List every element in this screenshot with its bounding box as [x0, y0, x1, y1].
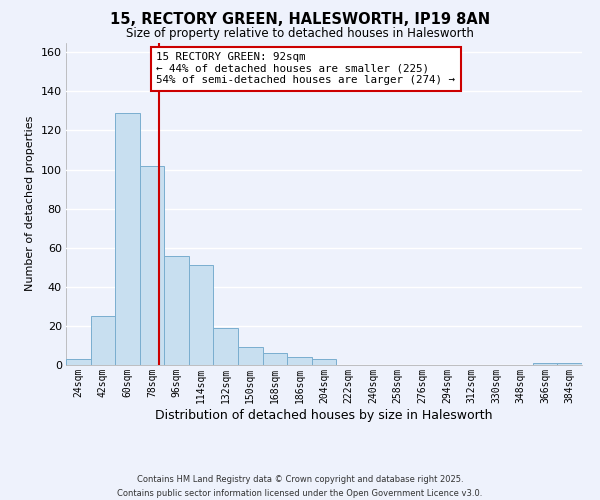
Text: Contains HM Land Registry data © Crown copyright and database right 2025.
Contai: Contains HM Land Registry data © Crown c… — [118, 476, 482, 498]
Bar — [189, 266, 214, 365]
Bar — [164, 256, 189, 365]
Bar — [263, 354, 287, 365]
Bar — [115, 113, 140, 365]
Bar — [214, 328, 238, 365]
Bar — [66, 359, 91, 365]
Bar — [140, 166, 164, 365]
Bar — [238, 348, 263, 365]
Bar — [287, 357, 312, 365]
Text: 15, RECTORY GREEN, HALESWORTH, IP19 8AN: 15, RECTORY GREEN, HALESWORTH, IP19 8AN — [110, 12, 490, 28]
Y-axis label: Number of detached properties: Number of detached properties — [25, 116, 35, 292]
Bar — [557, 363, 582, 365]
Text: 15 RECTORY GREEN: 92sqm
← 44% of detached houses are smaller (225)
54% of semi-d: 15 RECTORY GREEN: 92sqm ← 44% of detache… — [156, 52, 455, 86]
X-axis label: Distribution of detached houses by size in Halesworth: Distribution of detached houses by size … — [155, 408, 493, 422]
Bar — [312, 359, 336, 365]
Bar — [533, 363, 557, 365]
Bar — [91, 316, 115, 365]
Text: Size of property relative to detached houses in Halesworth: Size of property relative to detached ho… — [126, 28, 474, 40]
